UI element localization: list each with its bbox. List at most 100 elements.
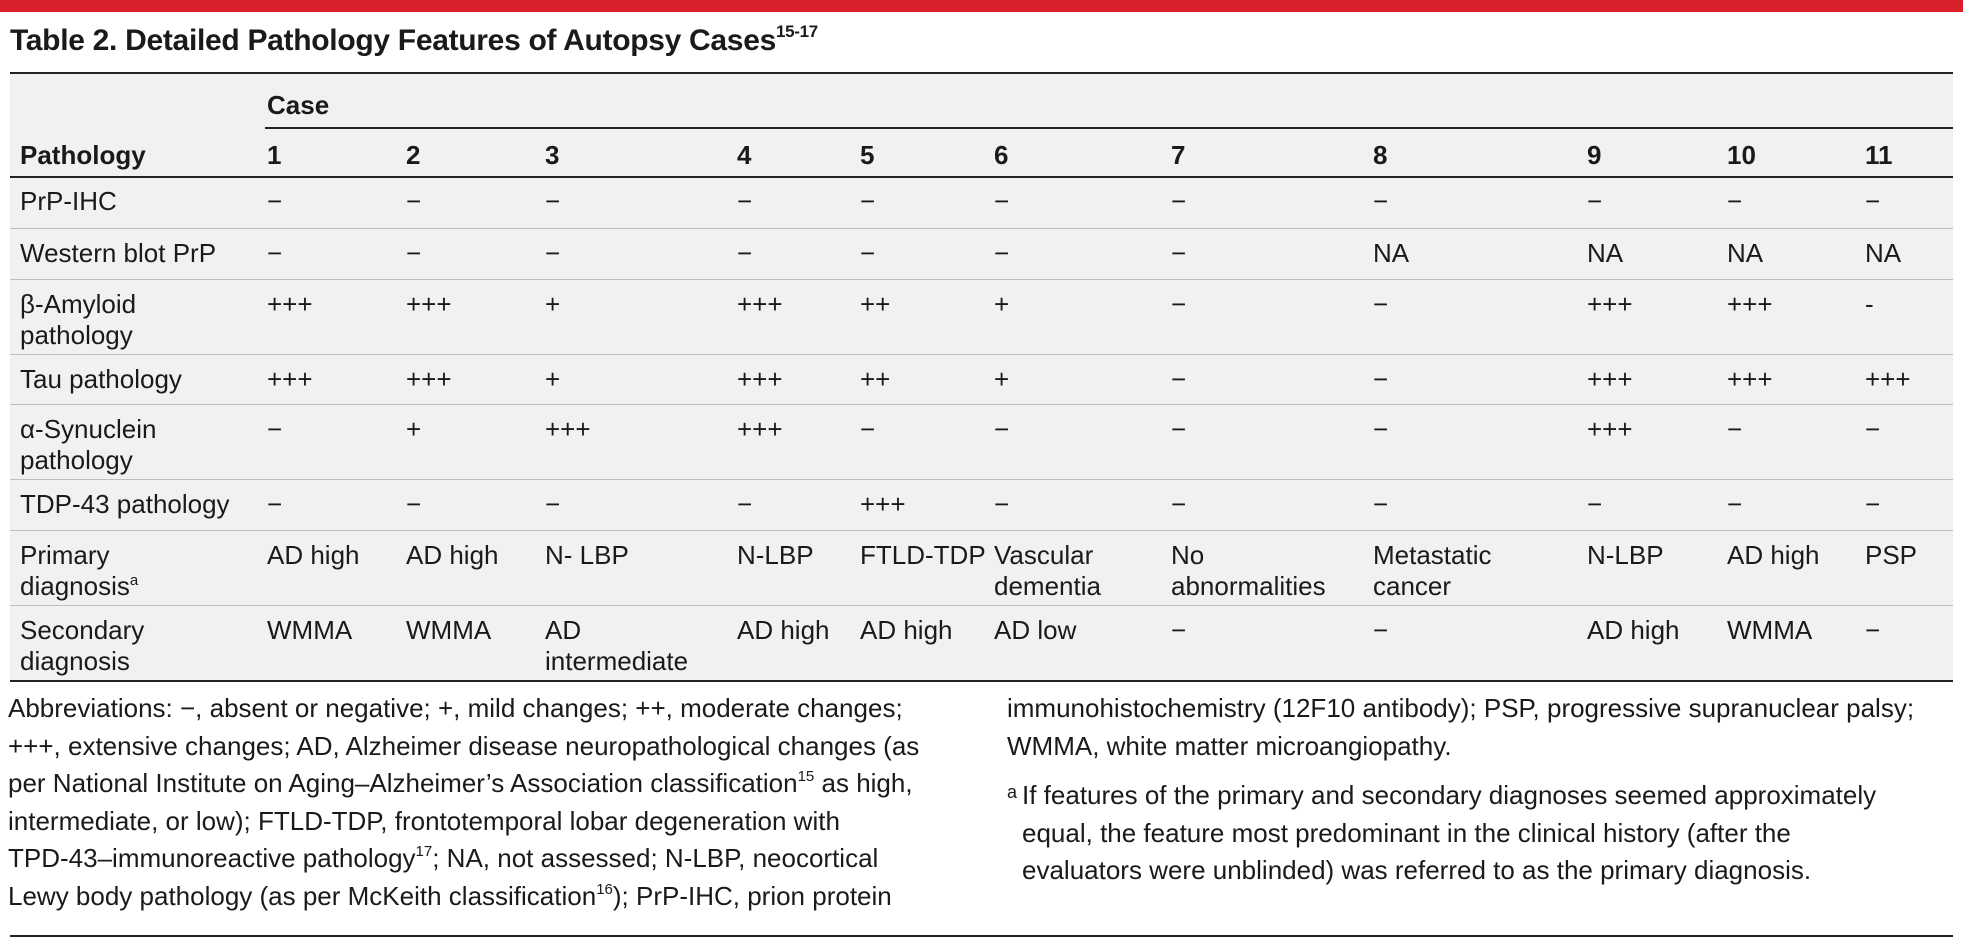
cell-line: −: [1171, 238, 1187, 268]
cell-line: −: [737, 238, 753, 268]
abbreviation-text: as high,: [814, 768, 913, 798]
table-cell: +++: [1587, 364, 1633, 395]
table-cell: AD intermediate: [545, 615, 688, 677]
abbreviation-text: WMMA, white matter microangiopathy.: [1007, 730, 1452, 761]
table-cell: +++: [267, 364, 313, 395]
cell-line: +++: [1587, 289, 1633, 319]
cell-line: −: [406, 238, 422, 268]
abbreviation-line: Abbreviations: −, absent or negative; +,…: [8, 690, 903, 728]
case-spanner-label: Case: [267, 90, 330, 120]
case-column-header: 10: [1727, 140, 1756, 170]
row-divider: [10, 228, 1953, 229]
abbreviation-text: ); PrP-IHC, prion protein: [612, 880, 892, 911]
row-label: TDP-43 pathology: [20, 489, 230, 520]
table-cell: NA: [1727, 238, 1763, 269]
cell-line: ++: [860, 364, 891, 394]
cell-line: +++: [860, 489, 906, 519]
table-cell: −: [737, 186, 752, 217]
table-cell: −: [267, 238, 282, 269]
row-label: Tau pathology: [20, 364, 182, 395]
table-cell: N- LBP: [545, 540, 629, 571]
table-cell: −: [1865, 414, 1880, 445]
cell-line: +++: [737, 414, 783, 444]
cell-line: −: [1865, 414, 1881, 444]
table-cell: −: [860, 414, 875, 445]
case-column-header: 8: [1373, 140, 1388, 170]
abbreviation-line: TPD-43–immunoreactive pathology17; NA, n…: [8, 840, 878, 878]
reference-superscript: 16: [596, 880, 613, 898]
footnote-a-line: equal, the feature most predominant in t…: [1022, 817, 1791, 848]
table-cell: +++: [1587, 289, 1633, 320]
cell-line: WMMA: [267, 615, 353, 645]
case-column-header: 7: [1171, 140, 1186, 170]
table-cell: +: [994, 289, 1009, 320]
row-label-line: β-Amyloid: [20, 289, 137, 319]
table-cell: +++: [737, 414, 783, 445]
cell-line: −: [1373, 364, 1389, 394]
cell-line: −: [1727, 489, 1743, 519]
cell-line: WMMA: [1727, 615, 1813, 645]
table-cell: ++: [860, 364, 890, 395]
cell-line: AD high: [406, 540, 499, 570]
cell-line: −: [545, 489, 561, 519]
cell-line: +++: [1865, 364, 1911, 394]
cell-line: −: [860, 238, 876, 268]
table-cell: +: [994, 364, 1009, 395]
cell-line: AD high: [267, 540, 360, 570]
table-cell: No abnormalities: [1171, 540, 1326, 602]
abbreviation-text: ; NA, not assessed; N-LBP, neocortical: [432, 843, 879, 873]
row-label: Western blot PrP: [20, 238, 216, 269]
table-cell: −: [267, 414, 282, 445]
table-cell: −: [1373, 364, 1388, 395]
table-cell: N-LBP: [737, 540, 814, 571]
cell-line: AD high: [860, 615, 953, 645]
table-cell: −: [1865, 489, 1880, 520]
abbreviation-text: TPD-43–immunoreactive pathology: [8, 843, 416, 873]
cell-line: NA: [1587, 238, 1624, 268]
cell-line: −: [994, 238, 1010, 268]
cell-line: Metastatic: [1373, 540, 1492, 570]
cell-line: +++: [267, 364, 313, 394]
cell-line: +++: [1727, 289, 1773, 319]
cell-line: intermediate: [545, 646, 689, 676]
abbreviation-text: Lewy body pathology (as per McKeith clas…: [8, 880, 597, 911]
table-cell: −: [1171, 414, 1186, 445]
case-column-header: 3: [545, 140, 560, 170]
table-cell: −: [1171, 364, 1186, 395]
table-cell: −: [860, 186, 875, 217]
abbreviation-text: Abbreviations: −, absent or negative; +,…: [8, 693, 903, 723]
cell-line: −: [1727, 186, 1743, 216]
cell-line: cancer: [1373, 571, 1452, 601]
row-label-line: pathology: [20, 320, 133, 350]
table-cell: −: [994, 414, 1009, 445]
table-cell: −: [1171, 186, 1186, 217]
cell-line: N-LBP: [1587, 540, 1664, 570]
cell-line: −: [1171, 289, 1187, 319]
table-cell: AD high: [267, 540, 360, 571]
table-cell: AD high: [1727, 540, 1820, 571]
page-bottom-rule: [10, 935, 1953, 937]
table-cell: −: [406, 186, 421, 217]
table-cell: +++: [545, 414, 591, 445]
cell-line: +: [545, 364, 561, 394]
cell-line: NA: [1727, 238, 1764, 268]
table-cell: −: [267, 489, 282, 520]
table-cell: −: [1727, 414, 1742, 445]
row-divider: [10, 479, 1953, 480]
footnote-a-marker: a: [1007, 782, 1018, 802]
cell-line: WMMA: [406, 615, 492, 645]
table-background: [10, 74, 1953, 680]
cell-line: −: [1865, 489, 1881, 519]
reference-superscript: 15: [797, 768, 815, 785]
cell-line: AD high: [1587, 615, 1680, 645]
cell-line: −: [737, 186, 753, 216]
cell-line: −: [267, 414, 283, 444]
table-cell: WMMA: [406, 615, 491, 646]
cell-line: AD: [545, 615, 582, 645]
cell-line: −: [1727, 414, 1743, 444]
table-cell: −: [1171, 615, 1186, 646]
table-cell: AD high: [406, 540, 499, 571]
accent-bar: [0, 0, 1963, 12]
cell-line: +++: [1587, 414, 1633, 444]
row-label-line: PrP-IHC: [20, 186, 117, 216]
